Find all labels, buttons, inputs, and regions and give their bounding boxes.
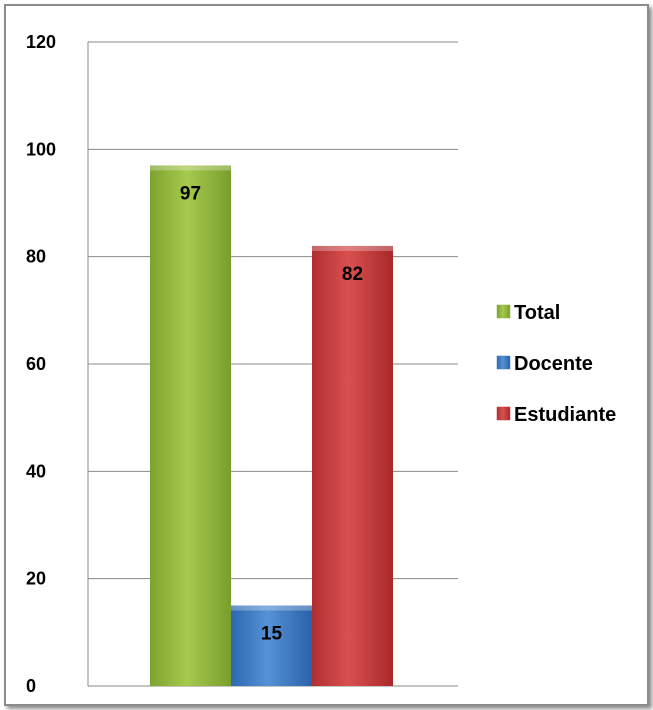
legend-label-docente: Docente — [514, 353, 593, 375]
y-tick-label: 120 — [26, 32, 56, 52]
legend-swatch-estudiante — [497, 407, 510, 420]
gridlines — [88, 42, 458, 686]
bars — [150, 165, 393, 686]
y-tick-label: 20 — [26, 569, 46, 589]
bar-estudiante-highlight — [312, 246, 393, 251]
legend-swatch-docente — [497, 356, 510, 369]
legend-swatch-total — [497, 305, 510, 318]
y-tick-label: 80 — [26, 247, 46, 267]
legend-label-estudiante: Estudiante — [514, 404, 616, 426]
legend: Total Docente Estudiante — [497, 302, 616, 426]
bar-total — [150, 165, 231, 686]
y-tick-label: 0 — [26, 676, 36, 696]
data-label-total: 97 — [180, 183, 201, 204]
bar-docente-highlight — [231, 606, 312, 611]
bar-total-highlight — [150, 165, 231, 170]
data-label-estudiante: 82 — [342, 264, 363, 285]
bar-docente — [231, 606, 312, 687]
y-tick-label: 40 — [26, 461, 46, 481]
y-tick-label: 60 — [26, 354, 46, 374]
y-tick-label: 100 — [26, 139, 56, 159]
legend-label-total: Total — [514, 302, 560, 324]
bar-estudiante — [312, 246, 393, 686]
y-axis-ticks: 0 20 40 60 80 100 120 — [26, 32, 56, 696]
data-label-docente: 15 — [261, 624, 283, 645]
